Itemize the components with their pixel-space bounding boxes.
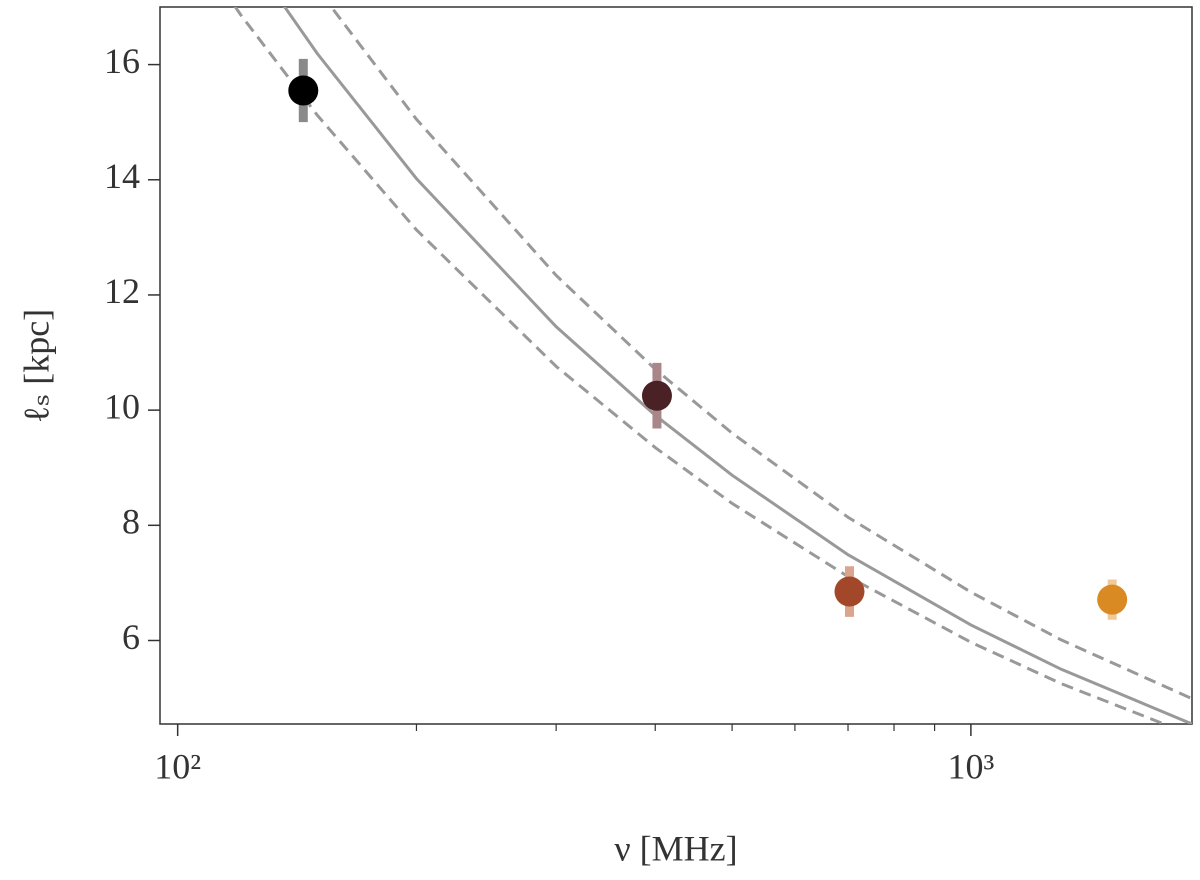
fit-lines <box>233 7 1192 724</box>
plot-frame <box>159 6 1193 725</box>
x-tick-label: 10³ <box>947 746 994 786</box>
y-tick-label: 16 <box>104 41 140 81</box>
data-point <box>834 576 865 607</box>
y-tick-label: 8 <box>122 502 140 542</box>
fit-line <box>233 7 1169 724</box>
fit-line <box>282 7 1192 724</box>
y-tick-label: 6 <box>122 617 140 657</box>
fit-line <box>329 7 1192 701</box>
data-point <box>1097 584 1128 615</box>
y-tick-label: 10 <box>104 386 140 426</box>
y-tick-label: 12 <box>104 271 140 311</box>
data-point <box>641 380 672 411</box>
y-tick-label: 14 <box>104 156 140 196</box>
x-tick-label: 10² <box>154 746 201 786</box>
x-axis-label: ν [MHz] <box>614 828 737 868</box>
data-point <box>288 75 319 106</box>
y-axis-label: ℓₛ [kpc] <box>16 309 56 423</box>
